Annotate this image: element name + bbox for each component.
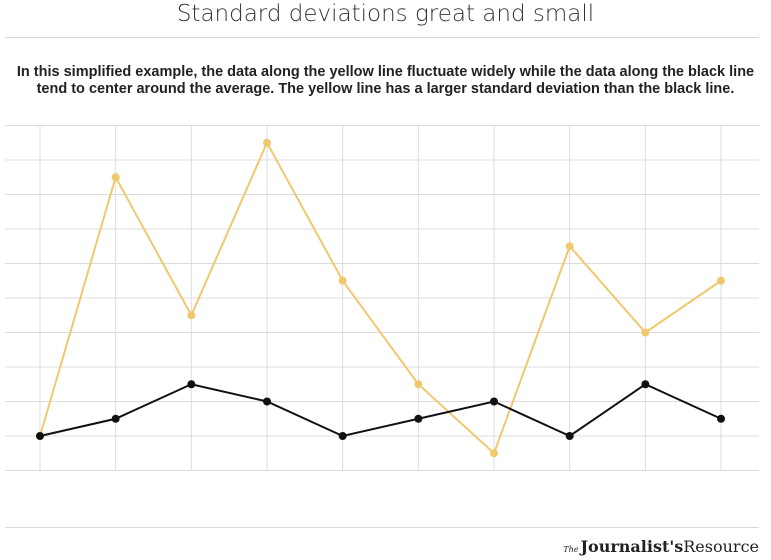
data-point bbox=[187, 311, 196, 320]
data-point bbox=[490, 397, 499, 406]
subtitle-line-1: In this simplified example, the data alo… bbox=[16, 64, 755, 80]
data-point bbox=[490, 449, 499, 458]
data-point bbox=[263, 138, 272, 147]
data-point bbox=[338, 432, 347, 440]
data-point bbox=[187, 380, 196, 389]
logo-the: The bbox=[563, 545, 579, 554]
data-point bbox=[111, 414, 120, 423]
data-point bbox=[263, 397, 272, 406]
title-divider bbox=[5, 37, 759, 38]
chart-title: Standard deviations great and small bbox=[176, 1, 595, 27]
subtitle-line-2: tend to center around the average. The y… bbox=[36, 81, 735, 97]
series-line-1 bbox=[39, 383, 722, 438]
logo-name-rest: Resource bbox=[683, 537, 759, 556]
chart-grid bbox=[5, 125, 759, 471]
data-point bbox=[641, 380, 650, 389]
data-point bbox=[36, 432, 44, 440]
data-point bbox=[717, 414, 726, 423]
data-point bbox=[565, 242, 574, 251]
data-point bbox=[414, 380, 423, 389]
publisher-logo: The Journalist'sResource bbox=[563, 537, 759, 556]
chart-points bbox=[36, 138, 726, 458]
logo-name-bold: Journalist's bbox=[580, 537, 684, 556]
data-point bbox=[717, 276, 726, 285]
data-point bbox=[414, 414, 423, 423]
chart-series bbox=[39, 140, 722, 455]
data-point bbox=[338, 276, 347, 285]
data-point bbox=[565, 432, 574, 440]
chart-subtitle: In this simplified example, the data alo… bbox=[0, 64, 771, 98]
data-point bbox=[641, 328, 650, 337]
series-line-0 bbox=[39, 140, 722, 455]
footer-divider bbox=[5, 527, 759, 528]
data-point bbox=[111, 173, 120, 182]
